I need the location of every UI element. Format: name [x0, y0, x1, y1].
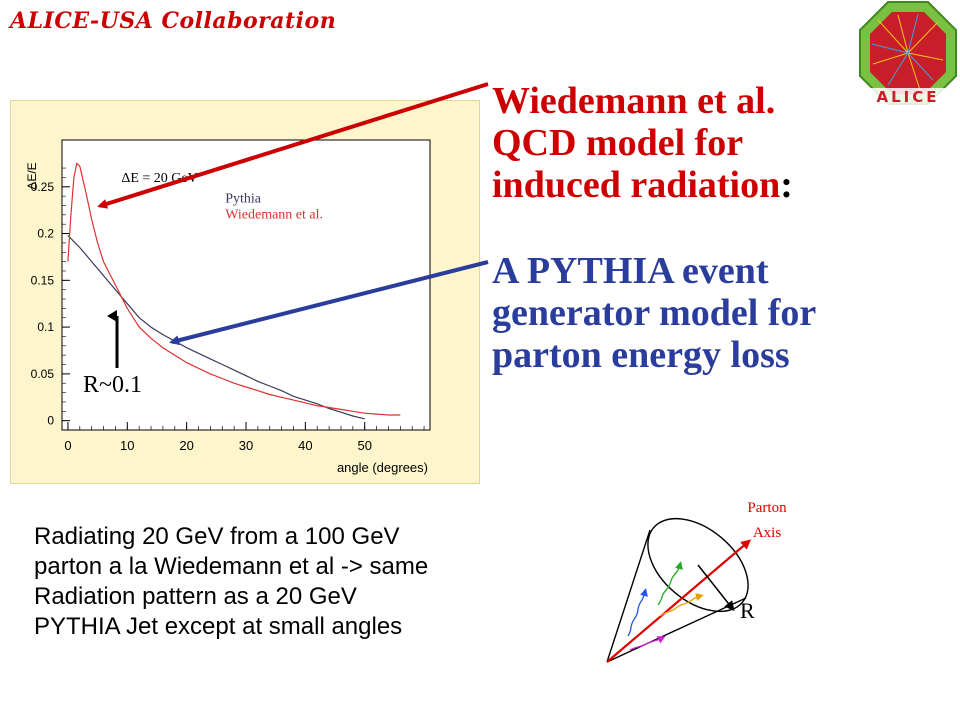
- x-tick-label: 40: [298, 438, 312, 453]
- legend-pythia: Pythia: [225, 192, 262, 207]
- r-annotation: R~0.1: [83, 372, 142, 398]
- x-tick-label: 20: [179, 438, 193, 453]
- legend-wiedemann: Wiedemann et al.: [225, 208, 323, 223]
- gluon-yellow: [659, 593, 704, 617]
- y-tick-label: 0.05: [31, 367, 55, 381]
- x-tick-label: 0: [64, 438, 71, 453]
- model2-line: A PYTHIA event: [492, 250, 769, 292]
- model1-line: Wiedemann et al.: [492, 80, 776, 122]
- parton-cone-diagram: Parton Axis R: [606, 500, 787, 663]
- pythia-model-text: A PYTHIA event generator model for parto…: [492, 250, 872, 376]
- y-tick-label: 0.25: [31, 180, 55, 194]
- parton-axis-label: Axis: [753, 525, 782, 541]
- x-axis-label: angle (degrees): [337, 460, 428, 475]
- model2-line: generator model for: [492, 292, 817, 334]
- x-tick-label: 50: [357, 438, 371, 453]
- explanation-line: Radiating 20 GeV from a 100 GeV: [34, 523, 400, 550]
- y-tick-label: 0.2: [37, 227, 54, 241]
- y-tick-label: 0: [47, 414, 54, 428]
- y-axis-label: ΔE/E: [25, 162, 39, 189]
- gluon-magenta: [629, 636, 666, 651]
- y-tick-label: 0.1: [37, 320, 54, 334]
- x-tick-label: 10: [120, 438, 134, 453]
- collaboration-title: ALICE-USA Collaboration: [10, 8, 337, 34]
- delta-e-annotation: ΔE = 20 GeV: [121, 171, 197, 186]
- model2-line: parton energy loss: [492, 334, 790, 376]
- x-tick-label: 30: [239, 438, 253, 453]
- logo-text: ALICE: [876, 88, 939, 106]
- model1-line: QCD model for: [492, 122, 744, 164]
- wiedemann-model-text: Wiedemann et al. QCD model for induced r…: [492, 80, 862, 206]
- y-tick-label: 0.15: [31, 273, 55, 287]
- pythia-series-line: [67, 234, 365, 420]
- model1-colon: :: [780, 164, 793, 206]
- radius-label: R: [740, 598, 755, 623]
- alice-logo-icon: ALICE: [858, 1, 958, 106]
- explanation-line: Radiation pattern as a 20 GeV: [34, 583, 357, 610]
- explanation-text: Radiating 20 GeV from a 100 GeV parton a…: [34, 522, 514, 642]
- model1-line: induced radiation: [492, 164, 781, 206]
- radius-arrow: [697, 564, 735, 612]
- parton-axis-label: Parton: [747, 500, 787, 516]
- cone-outline: [606, 517, 749, 663]
- chart: 0 10 20 30 40 50 0 0.05 0.1 0.15 0.2 0.25 angle (deg…: [25, 139, 431, 475]
- wiedemann-series-line: [67, 162, 401, 416]
- parton-axis-arrow: [606, 539, 752, 663]
- explanation-line: parton a la Wiedemann et al -> same: [34, 553, 429, 580]
- explanation-line: PYTHIA Jet except at small angles: [34, 613, 403, 640]
- gluon-green: [657, 561, 683, 606]
- gluon-blue: [627, 588, 648, 637]
